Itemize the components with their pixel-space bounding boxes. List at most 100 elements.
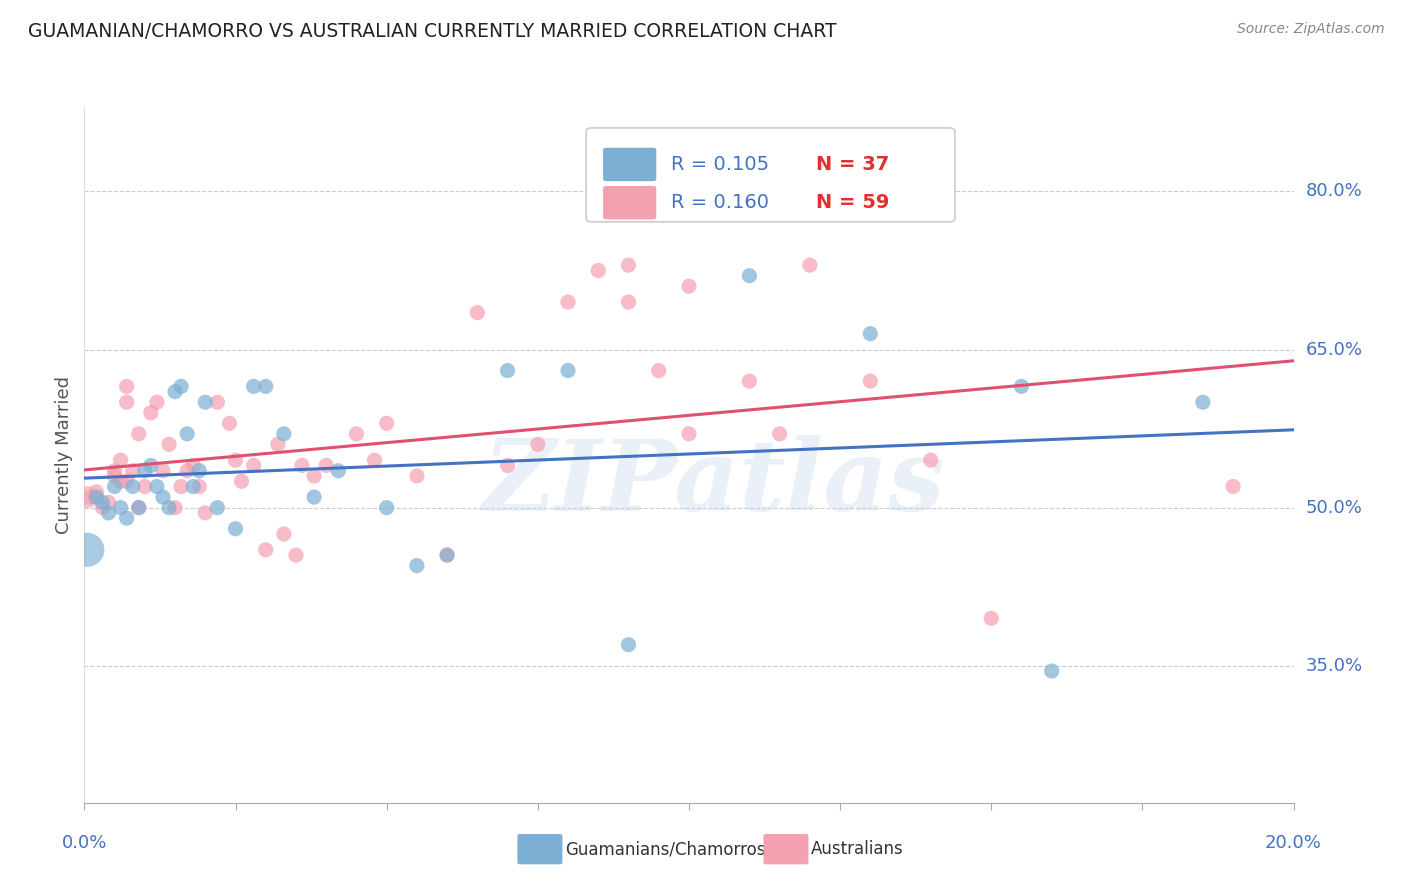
Point [79,490,101,504]
Point [363,453,385,467]
Point [291,458,314,473]
Point [375,417,398,431]
Point [194,506,217,520]
Point [273,426,295,441]
Text: R = 0.105: R = 0.105 [671,155,769,174]
Point [496,363,519,377]
Point [207,395,229,409]
Point [859,374,882,388]
Text: 20.0%: 20.0% [1265,834,1322,852]
Point [218,417,240,431]
Point [146,479,169,493]
Point [799,258,821,272]
Point [157,437,180,451]
Point [176,426,198,441]
Point [302,469,325,483]
Point [284,548,308,562]
Point [176,464,198,478]
Point [115,511,138,525]
Point [207,500,229,515]
Text: 50.0%: 50.0% [1306,499,1362,516]
Point [678,279,700,293]
Point [375,500,398,515]
Point [225,522,247,536]
Point [97,495,120,509]
FancyBboxPatch shape [603,148,657,181]
Point [242,379,264,393]
Point [128,500,150,515]
Point [346,426,368,441]
Point [139,406,162,420]
Point [170,479,193,493]
Point [526,437,548,451]
Text: N = 37: N = 37 [815,155,889,174]
Point [97,506,120,520]
Point [859,326,882,341]
Point [110,453,132,467]
Point [1191,395,1213,409]
Point [115,379,138,393]
Text: Source: ZipAtlas.com: Source: ZipAtlas.com [1237,22,1385,37]
Text: R = 0.160: R = 0.160 [671,194,769,212]
Point [302,490,325,504]
Point [254,379,277,393]
FancyBboxPatch shape [603,186,657,219]
Point [181,479,204,493]
Point [121,479,143,493]
Point [104,469,127,483]
Y-axis label: Currently Married: Currently Married [55,376,73,534]
Point [163,384,186,399]
Point [678,426,700,441]
Point [647,363,671,377]
Point [738,268,761,283]
Point [769,426,792,441]
Point [1222,479,1244,493]
Point [231,475,253,489]
Point [406,558,429,573]
Text: 0.0%: 0.0% [62,834,107,852]
Point [91,495,114,509]
Point [121,464,143,478]
Point [1010,379,1032,393]
Point [920,453,942,467]
Point [194,395,217,409]
Point [91,500,114,515]
FancyBboxPatch shape [586,128,955,222]
Point [157,500,180,515]
Point [328,464,350,478]
Text: 80.0%: 80.0% [1306,182,1362,201]
Point [110,500,132,515]
Point [588,263,610,277]
Text: ZIPatlas: ZIPatlas [482,434,945,531]
Point [104,479,127,493]
Text: N = 59: N = 59 [815,194,889,212]
Text: Guamanians/Chamorros: Guamanians/Chamorros [565,840,766,858]
Point [242,458,264,473]
Point [152,490,174,504]
Point [181,458,204,473]
Point [225,453,247,467]
Point [496,458,519,473]
Point [1040,664,1063,678]
Text: 65.0%: 65.0% [1306,341,1362,359]
Point [738,374,761,388]
Point [86,484,108,499]
Point [467,305,489,319]
Point [163,500,186,515]
Point [980,611,1002,625]
Point [188,479,211,493]
Point [146,395,169,409]
Point [315,458,337,473]
Point [152,464,174,478]
Point [86,490,108,504]
Text: 35.0%: 35.0% [1306,657,1362,674]
Point [76,542,98,557]
Text: Australians: Australians [811,840,904,858]
Point [134,479,156,493]
Point [557,295,579,310]
Point [406,469,429,483]
Point [436,548,458,562]
Text: GUAMANIAN/CHAMORRO VS AUSTRALIAN CURRENTLY MARRIED CORRELATION CHART: GUAMANIAN/CHAMORRO VS AUSTRALIAN CURRENT… [28,22,837,41]
Point [76,490,98,504]
Point [267,437,290,451]
